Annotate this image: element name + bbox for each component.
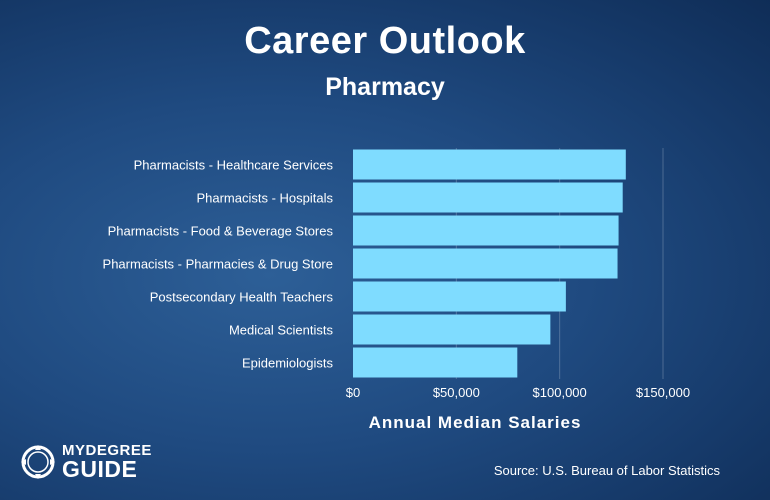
x-tick-label: $0: [346, 385, 360, 400]
category-label: Postsecondary Health Teachers: [150, 290, 334, 305]
bar: [353, 149, 626, 180]
bar: [353, 215, 619, 246]
bar: [353, 281, 566, 312]
bar: [353, 182, 623, 213]
category-label: Medical Scientists: [229, 323, 334, 338]
x-axis-title: Annual Median Salaries: [368, 413, 582, 432]
logo-text-top: MYDEGREE: [62, 442, 152, 459]
bar: [353, 347, 518, 378]
chart-subtitle: Pharmacy: [325, 73, 445, 101]
x-tick-label: $150,000: [636, 385, 690, 400]
bar: [353, 248, 618, 279]
category-label: Pharmacists - Hospitals: [196, 191, 333, 206]
category-label: Pharmacists - Food & Beverage Stores: [108, 224, 334, 239]
category-label: Pharmacists - Pharmacies & Drug Store: [103, 257, 333, 272]
x-tick-label: $100,000: [533, 385, 587, 400]
category-label: Pharmacists - Healthcare Services: [134, 158, 334, 173]
chart-title: Career Outlook: [244, 20, 526, 62]
mydegreeguide-logo: MYDEGREE GUIDE: [20, 440, 180, 488]
compass-emblem-icon: [21, 445, 55, 479]
category-label: Epidemiologists: [242, 356, 334, 371]
x-tick-label: $50,000: [433, 385, 480, 400]
bar: [353, 314, 551, 345]
logo-text-bottom: GUIDE: [62, 456, 138, 482]
source-note: Source: U.S. Bureau of Labor Statistics: [493, 463, 720, 478]
